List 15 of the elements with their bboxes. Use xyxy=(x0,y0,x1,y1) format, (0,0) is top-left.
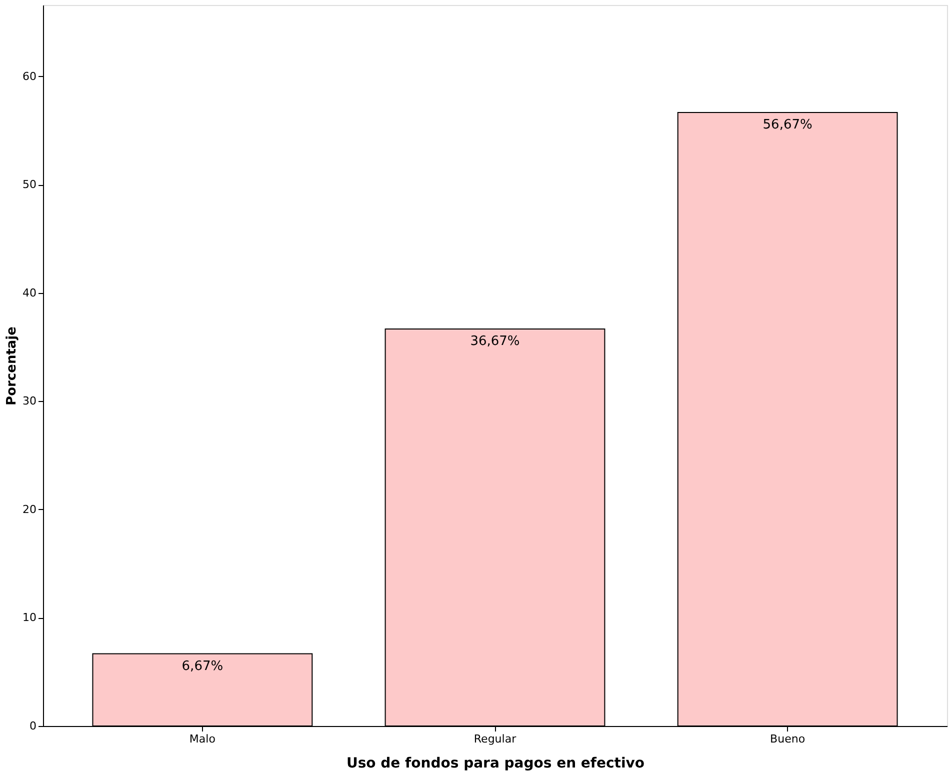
y-tick-label: 20 xyxy=(22,502,36,516)
x-axis-title: Uso de fondos para pagos en efectivo xyxy=(346,756,645,772)
y-tick-label: 30 xyxy=(22,394,36,408)
data-label: 36,67% xyxy=(470,334,520,350)
y-tick-label: 10 xyxy=(22,611,36,624)
y-tick-label: 40 xyxy=(22,286,36,300)
y-tick-label: 50 xyxy=(22,178,36,192)
data-label: 56,67% xyxy=(762,118,812,132)
y-tick-label: 60 xyxy=(22,70,36,83)
data-label: 6,67% xyxy=(182,658,224,674)
x-tick-label: Regular xyxy=(474,732,517,746)
x-tick-label: Bueno xyxy=(770,732,806,746)
x-tick-label: Malo xyxy=(189,732,216,746)
y-tick-label: 0 xyxy=(30,720,36,732)
y-axis-title: Porcentaje xyxy=(4,326,20,406)
